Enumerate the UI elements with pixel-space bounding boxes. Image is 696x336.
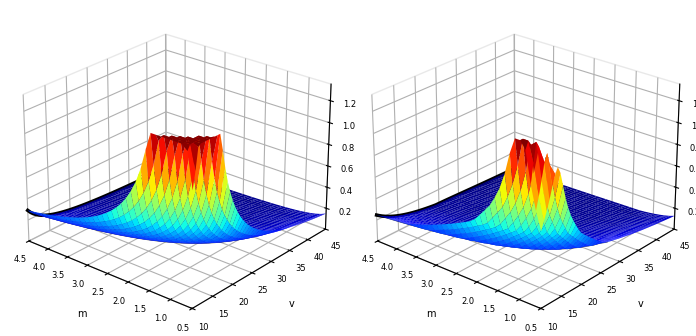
X-axis label: m: m [77,308,87,319]
X-axis label: m: m [426,308,436,319]
Y-axis label: v: v [638,299,643,309]
Y-axis label: v: v [289,299,294,309]
